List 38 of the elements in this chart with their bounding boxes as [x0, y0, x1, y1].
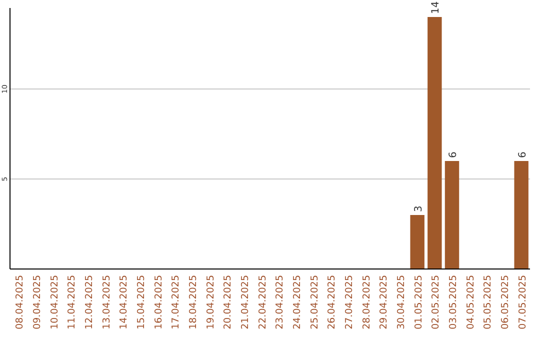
data-label: 6 [448, 152, 459, 158]
data-label: 14 [430, 1, 442, 14]
x-tick-label: 19.04.2025 [205, 275, 216, 330]
x-tick-label: 16.04.2025 [153, 275, 164, 330]
x-tick-label: 01.05.2025 [413, 275, 424, 330]
data-label: 6 [517, 152, 528, 158]
x-tick-label: 27.04.2025 [344, 275, 355, 330]
bar [514, 161, 528, 269]
x-tick-label: 20.04.2025 [222, 275, 234, 330]
x-tick-label: 21.04.2025 [240, 275, 251, 330]
x-tick-label: 02.05.2025 [430, 275, 442, 330]
x-tick-label: 15.04.2025 [136, 275, 147, 330]
x-tick-label: 04.05.2025 [465, 275, 476, 330]
x-tick-label: 07.05.2025 [517, 275, 528, 330]
bar [444, 161, 460, 269]
bar [410, 215, 424, 269]
x-tick-label: 30.04.2025 [396, 275, 407, 330]
x-tick-label: 10.04.2025 [49, 275, 60, 330]
x-tick-label: 06.05.2025 [500, 275, 511, 330]
x-tick-label: 11.04.2025 [66, 275, 78, 330]
x-tick-label: 03.05.2025 [448, 275, 459, 330]
x-tick-label: 13.04.2025 [101, 275, 112, 330]
x-tick-label: 26.04.2025 [326, 275, 338, 330]
x-tick-label: 25.04.2025 [309, 275, 320, 330]
data-label: 3 [413, 206, 424, 212]
x-tick-label: 23.04.2025 [274, 275, 286, 330]
x-tick-label: 14.04.2025 [118, 275, 130, 330]
x-tick-label: 28.04.2025 [361, 275, 372, 330]
x-tick-label: 22.04.2025 [257, 275, 268, 330]
bar [428, 17, 442, 269]
x-tick-label: 24.04.2025 [292, 275, 303, 330]
x-tick-label: 29.04.2025 [378, 275, 390, 330]
x-tick-label: 18.04.2025 [188, 275, 199, 330]
x-tick-label: 17.04.2025 [170, 275, 182, 330]
x-tick-label: 08.04.2025 [14, 275, 26, 330]
x-tick-label: 05.05.2025 [482, 275, 494, 330]
x-tick-label: 09.04.2025 [32, 275, 43, 330]
x-tick-label: 12.04.2025 [84, 275, 95, 330]
